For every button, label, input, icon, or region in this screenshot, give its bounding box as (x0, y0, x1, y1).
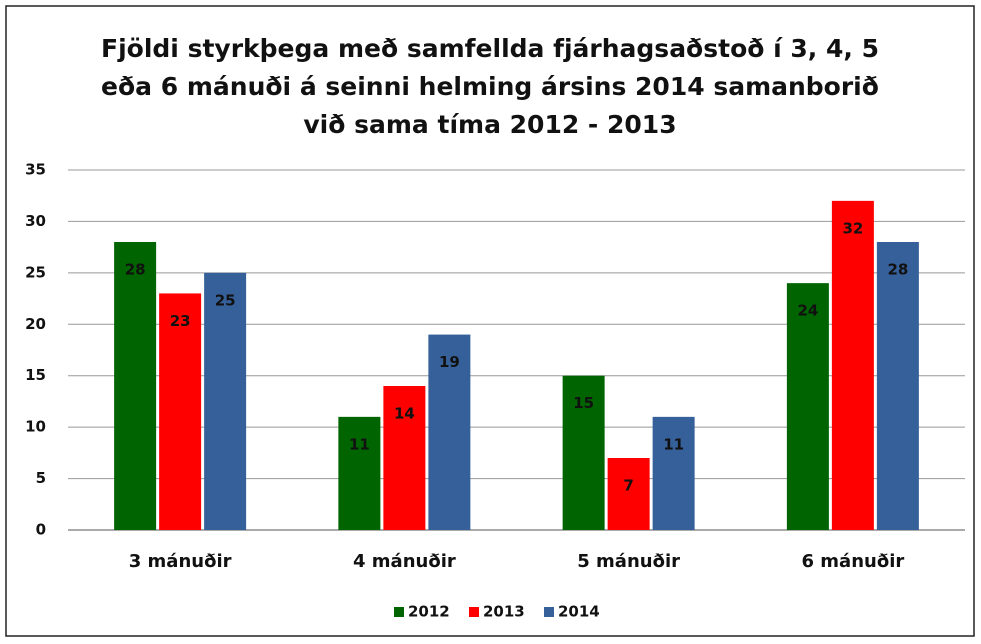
value-label: 25 (215, 291, 236, 309)
value-label: 24 (797, 302, 818, 320)
y-tick-label: 15 (25, 366, 46, 384)
bar (428, 334, 471, 530)
bar (114, 242, 157, 530)
value-label: 28 (125, 261, 146, 279)
bar (383, 386, 426, 530)
y-tick-label: 30 (25, 212, 46, 230)
y-tick-label: 25 (25, 263, 46, 281)
bar (652, 416, 695, 530)
bar (562, 375, 605, 530)
y-tick-label: 10 (25, 418, 46, 436)
y-tick-label: 0 (36, 521, 46, 539)
value-label: 23 (170, 312, 191, 330)
y-tick-label: 20 (25, 315, 46, 333)
legend-label: 2013 (483, 603, 525, 621)
value-label: 32 (842, 219, 863, 237)
x-tick-label: 6 mánuðir (802, 551, 905, 572)
bar (204, 272, 247, 530)
value-label: 28 (887, 261, 908, 279)
legend-swatch (394, 607, 404, 617)
bar (876, 242, 919, 530)
chart-title: Fjöldi styrkþega með samfellda fjárhagsa… (101, 34, 879, 139)
legend-swatch (544, 607, 554, 617)
y-tick-label: 5 (36, 469, 46, 487)
y-tick-label: 35 (25, 161, 46, 179)
value-label: 14 (394, 405, 415, 423)
legend-swatch (469, 607, 479, 617)
value-label: 19 (439, 353, 460, 371)
bar (159, 293, 202, 530)
x-tick-label: 4 mánuðir (353, 551, 456, 572)
x-tick-label: 3 mánuðir (129, 551, 232, 572)
bar (338, 416, 381, 530)
legend-label: 2014 (558, 603, 600, 621)
legend-label: 2012 (408, 603, 450, 621)
bar (831, 200, 874, 530)
value-label: 11 (663, 435, 684, 453)
value-label: 7 (623, 477, 633, 495)
value-label: 15 (573, 394, 594, 412)
bar (607, 458, 650, 530)
value-label: 11 (349, 435, 370, 453)
bar (786, 283, 829, 530)
x-tick-label: 5 mánuðir (577, 551, 680, 572)
